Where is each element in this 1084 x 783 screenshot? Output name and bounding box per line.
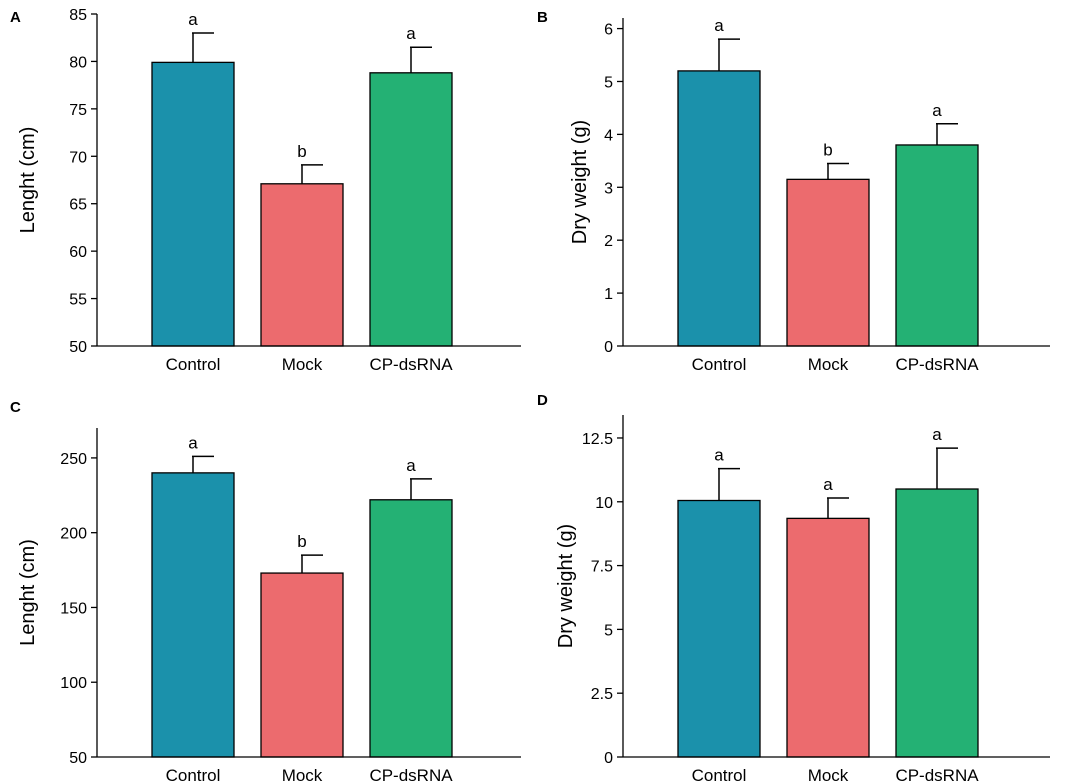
bar-d-0 (677, 499, 761, 758)
y-tick-label-a-5: 75 (69, 102, 87, 119)
bar-b-1 (786, 178, 870, 347)
significance-label-c-1: b (297, 532, 306, 551)
y-axis-title-c: Lenght (cm) (17, 539, 39, 646)
y-tick-label-a-0: 50 (69, 339, 87, 356)
category-label-a-0: Control (166, 355, 221, 374)
category-label-b-2: CP-dsRNA (895, 355, 979, 374)
significance-label-b-0: a (714, 16, 724, 35)
category-label-d-1: Mock (808, 766, 849, 783)
y-tick-label-b-3: 3 (604, 180, 613, 197)
y-tick-label-a-1: 55 (69, 292, 87, 309)
category-label-d-0: Control (692, 766, 747, 783)
panel-b: B a Control b Mock a CP-dsRNA 0 1 2 3 4 5 6 Dry weigh… (537, 9, 1050, 374)
significance-label-c-0: a (188, 433, 198, 452)
category-label-b-0: Control (692, 355, 747, 374)
y-tick-label-c-1: 100 (60, 675, 87, 692)
significance-label-a-2: a (406, 24, 416, 43)
y-tick-label-b-5: 5 (604, 74, 613, 91)
panel-label-d: D (537, 392, 548, 409)
y-tick-label-d-0: 0 (604, 750, 613, 767)
y-tick-label-b-4: 4 (604, 127, 613, 144)
y-tick-label-d-4: 10 (595, 495, 613, 512)
bar-b-0 (677, 70, 761, 347)
y-tick-label-a-7: 85 (69, 7, 87, 24)
y-tick-label-c-4: 250 (60, 451, 87, 468)
significance-label-d-2: a (932, 425, 942, 444)
y-tick-label-c-2: 150 (60, 600, 87, 617)
category-label-c-1: Mock (282, 766, 323, 783)
bar-b-2 (895, 144, 979, 347)
significance-label-b-1: b (823, 140, 832, 159)
panel-label-c: C (10, 399, 21, 416)
panel-d: D a Control a Mock a CP-dsRNA 0 2.5 5 7.5 10 12.5 Dr… (537, 392, 1050, 783)
y-axis-title-a: Lenght (cm) (17, 127, 39, 234)
category-label-b-1: Mock (808, 355, 849, 374)
bar-c-2 (369, 499, 453, 758)
significance-label-a-0: a (188, 10, 198, 29)
y-tick-label-c-0: 50 (69, 750, 87, 767)
y-tick-label-b-0: 0 (604, 339, 613, 356)
significance-label-b-2: a (932, 101, 942, 120)
bar-a-1 (260, 183, 344, 347)
panel-label-a: A (10, 9, 21, 26)
y-axis-title-b: Dry weight (g) (569, 120, 591, 244)
y-tick-label-a-2: 60 (69, 244, 87, 261)
category-label-c-0: Control (166, 766, 221, 783)
panel-a: A a Control b Mock a CP-dsRNA 50 55 60 65 70 75 80 85… (10, 7, 521, 374)
y-tick-label-a-3: 65 (69, 197, 87, 214)
bar-d-2 (895, 488, 979, 758)
significance-label-c-2: a (406, 456, 416, 475)
y-tick-label-d-3: 7.5 (591, 559, 613, 576)
significance-label-d-0: a (714, 446, 724, 465)
y-axis-title-d: Dry weight (g) (555, 524, 577, 648)
y-tick-label-c-3: 200 (60, 526, 87, 543)
y-tick-label-d-5: 12.5 (582, 431, 613, 448)
y-tick-label-d-2: 5 (604, 622, 613, 639)
category-label-c-2: CP-dsRNA (369, 766, 453, 783)
significance-label-d-1: a (823, 475, 833, 494)
significance-label-a-1: b (297, 142, 306, 161)
category-label-d-2: CP-dsRNA (895, 766, 979, 783)
bar-d-1 (786, 517, 870, 758)
y-tick-label-a-6: 80 (69, 54, 87, 71)
category-label-a-2: CP-dsRNA (369, 355, 453, 374)
panel-label-b: B (537, 9, 548, 26)
bar-c-1 (260, 572, 344, 758)
y-tick-label-b-6: 6 (604, 22, 613, 39)
bar-c-0 (151, 472, 235, 758)
y-tick-label-a-4: 70 (69, 149, 87, 166)
y-tick-label-b-2: 2 (604, 233, 613, 250)
bar-a-0 (151, 61, 235, 347)
y-tick-label-d-1: 2.5 (591, 686, 613, 703)
bar-a-2 (369, 72, 453, 347)
category-label-a-1: Mock (282, 355, 323, 374)
panel-c: C a Control b Mock a CP-dsRNA 50 100 150 200 250 Le… (10, 399, 521, 783)
y-tick-label-b-1: 1 (604, 286, 613, 303)
